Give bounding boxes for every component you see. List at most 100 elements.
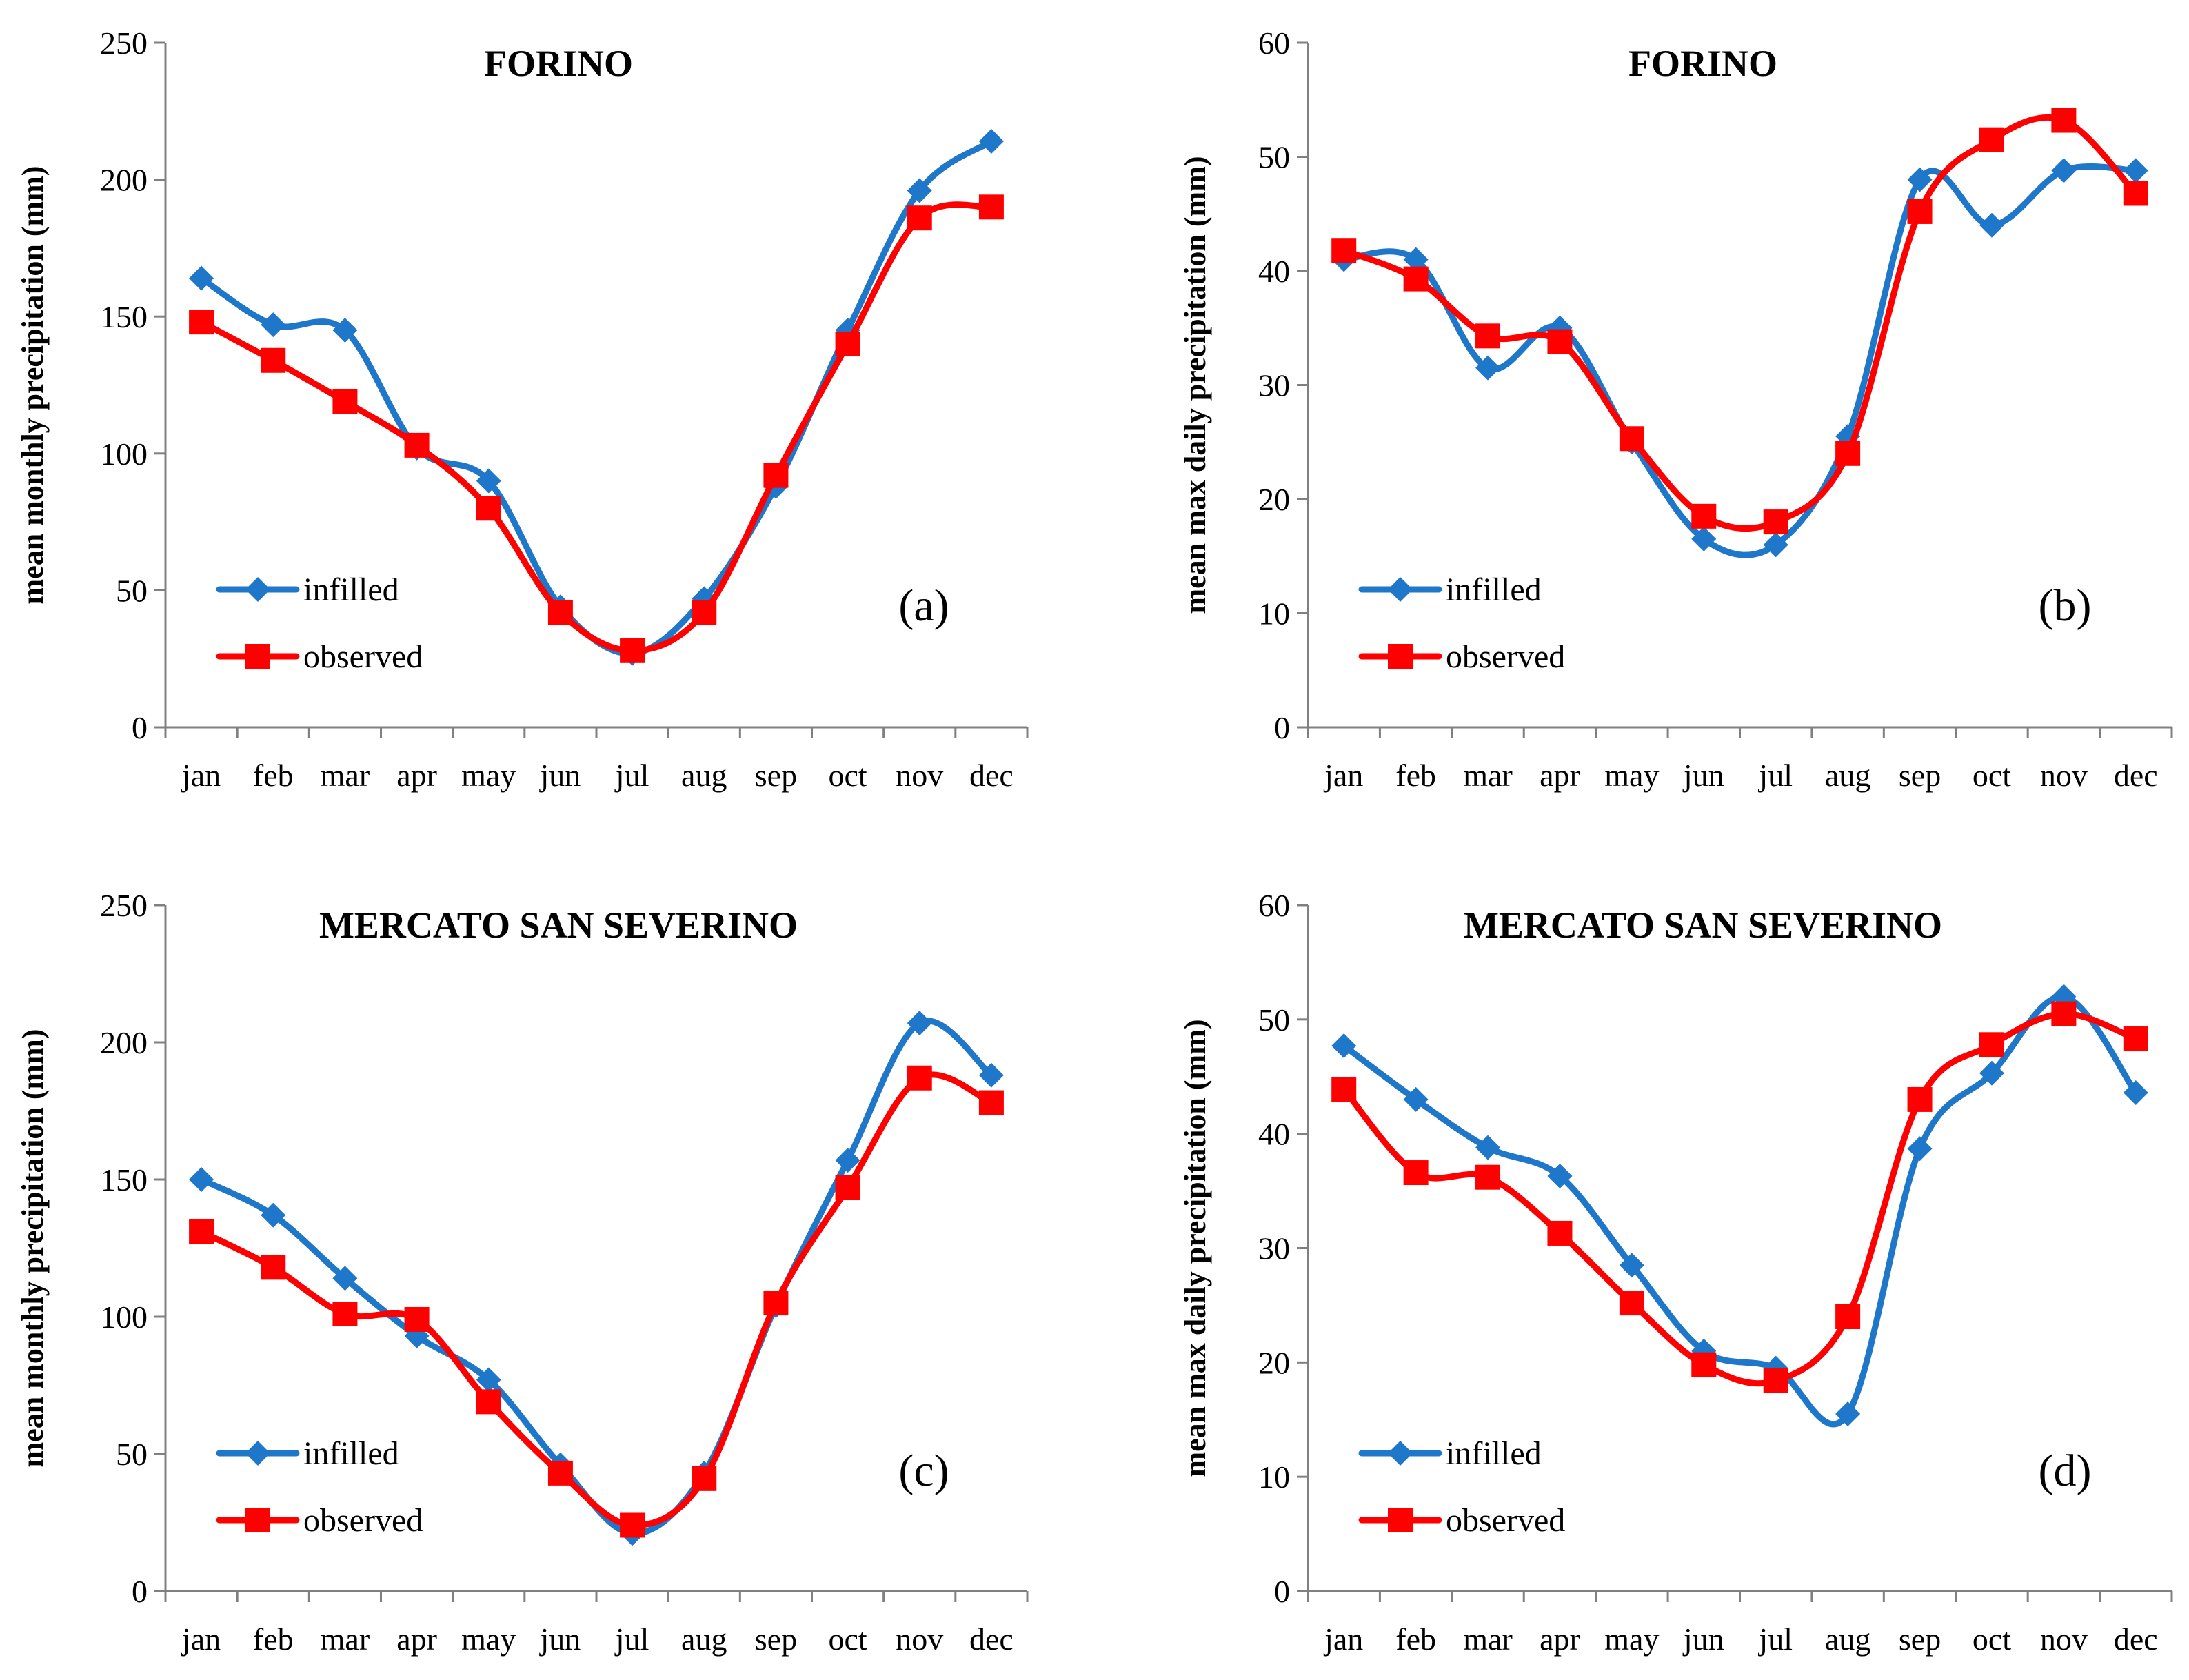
data-point-observed-apr [1547,1220,1573,1246]
x-tick-label: may [461,1621,516,1657]
data-point-infilled-nov [2051,158,2077,183]
x-tick-label: mar [1463,1621,1513,1657]
x-tick-label: sep [1899,758,1941,793]
data-point-infilled-nov [907,1011,932,1036]
x-tick-label: mar [321,758,370,793]
legend-marker-observed [245,644,270,669]
y-tick-label: 10 [1258,596,1290,631]
data-point-infilled-feb [261,1202,286,1228]
data-point-infilled-mar [332,1266,358,1291]
legend: infilled observed [216,1435,423,1539]
x-tick-label: oct [1973,758,2011,793]
data-point-infilled-mar [1475,1135,1501,1160]
y-tick-label: 100 [100,1299,148,1335]
chart-panel-d: 0 10 20 30 40 50 60 jan feb mar apr may jun jul aug sep… [1178,888,2173,1657]
data-point-infilled-dec [2123,1080,2148,1105]
data-point-infilled-jan [189,265,214,291]
data-point-observed-may [1619,426,1644,452]
x-tick-label: jun [1682,758,1724,793]
data-point-observed-mar [1475,1164,1501,1190]
legend-label-infilled: infilled [303,571,399,608]
y-tick-label: 250 [100,26,148,61]
y-axis-title: mean monthly precipitation (mm) [16,1029,50,1468]
series-observed [189,194,1004,663]
x-tick-label: may [461,758,516,793]
data-point-infilled-jun [1691,526,1717,551]
x-tick-label: sep [755,1621,797,1657]
data-point-observed-dec [2123,1026,2148,1052]
data-point-observed-nov [2051,108,2077,133]
data-point-observed-aug [1835,1304,1861,1329]
x-tick-label: sep [1899,1621,1941,1657]
x-tick-label: oct [1973,1621,2011,1657]
chart-panel-c: 0 50 100 150 200 250 jan feb mar apr may jun jul aug s… [16,888,1029,1657]
y-tick-label: 40 [1258,254,1290,289]
data-point-observed-oct [835,331,860,356]
x-tick-label: dec [969,758,1013,793]
series-observed [1331,108,2148,535]
data-point-observed-nov [907,205,932,231]
data-point-observed-mar [332,1302,358,1327]
legend-label-observed: observed [1446,638,1565,675]
data-point-infilled-may [476,468,501,494]
legend-label-infilled: infilled [1446,571,1542,608]
panel-tag: (a) [898,580,949,631]
x-tick-label: dec [2114,1621,2158,1657]
x-tick-label: nov [896,758,943,793]
legend-marker-infilled [245,1441,270,1466]
data-point-infilled-feb [1403,1086,1429,1112]
data-point-infilled-sep [1907,167,1933,192]
data-point-infilled-oct [1979,1060,2004,1086]
x-tick-label: aug [1825,758,1870,793]
x-tick-label: jun [539,1621,581,1657]
x-tick-label: oct [828,1621,867,1657]
data-point-observed-jul [1763,509,1788,535]
y-tick-label: 40 [1258,1117,1290,1152]
x-tick-label: apr [1540,1621,1580,1657]
series-line-infilled [1340,993,2139,1428]
x-tick-label: aug [681,758,727,793]
data-point-infilled-jul [1763,532,1788,558]
data-point-infilled-feb [1403,247,1429,272]
data-point-observed-mar [1475,323,1501,349]
y-axis-title: mean monthly precipitation (mm) [16,166,50,605]
y-tick-label: 60 [1258,26,1290,61]
data-point-observed-jan [1331,1076,1357,1102]
x-tick-label: jun [539,758,581,793]
y-tick-label: 50 [1258,1002,1290,1038]
legend: infilled observed [1358,1435,1565,1539]
x-tick-label: feb [1395,758,1436,793]
panel-tag: (b) [2039,580,2092,631]
data-point-observed-dec [2123,181,2148,206]
y-tick-label: 50 [116,1437,148,1472]
data-point-infilled-sep [1907,1136,1933,1162]
legend-marker-infilled [1388,1441,1413,1466]
legend-label-infilled: infilled [1446,1435,1542,1472]
x-tick-label: jul [1757,1621,1793,1657]
data-point-infilled-may [476,1367,501,1393]
series-observed [1331,1001,2148,1393]
series-infilled [1331,984,2148,1428]
legend: infilled observed [216,571,423,675]
x-tick-label: feb [253,1621,294,1657]
x-tick-label: dec [969,1621,1013,1657]
y-tick-label: 20 [1258,1345,1290,1380]
data-point-observed-sep [763,1291,789,1316]
data-point-observed-jun [1691,1352,1717,1377]
x-tick-label: nov [896,1621,943,1657]
data-point-observed-nov [907,1065,932,1091]
y-tick-label: 250 [100,888,148,923]
data-point-infilled-nov [907,178,932,203]
legend-marker-infilled [1388,577,1413,602]
data-point-observed-feb [261,1255,286,1280]
series-line-observed [1340,1010,2139,1387]
data-point-observed-jul [620,638,645,663]
x-tick-label: mar [321,1621,370,1657]
y-tick-label: 150 [100,299,148,334]
legend: infilled observed [1358,571,1565,675]
x-tick-label: jun [1682,1621,1724,1657]
x-tick-label: jan [1323,758,1363,793]
data-point-infilled-oct [835,1148,860,1173]
x-tick-label: dec [2114,758,2158,793]
